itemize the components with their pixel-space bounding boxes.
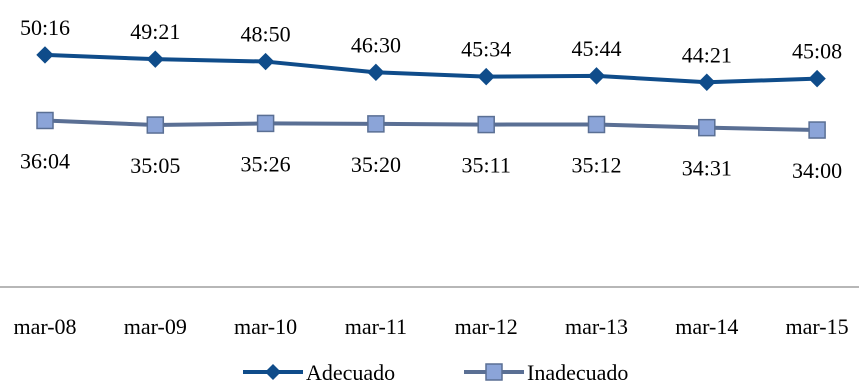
data-label: 45:44	[571, 36, 621, 61]
x-tick-label: mar-09	[124, 314, 187, 339]
series-inadecuado: 36:04 35:05 35:26 35:20 35:11 35:12 34:31 34:00	[20, 111, 842, 183]
series-line-inadecuado	[44, 118, 818, 133]
data-label: 35:20	[351, 152, 401, 177]
data-point-adecuado	[808, 69, 826, 88]
data-label: 35:11	[462, 153, 511, 178]
data-point-adecuado	[698, 73, 716, 91]
data-label: 35:26	[241, 151, 291, 176]
data-label: 45:08	[792, 39, 842, 64]
data-label: 50:16	[20, 15, 70, 40]
data-label: 46:30	[351, 32, 401, 57]
data-point-inadecuado	[256, 114, 275, 133]
series-line-adecuado	[44, 52, 818, 85]
data-label: 48:50	[241, 22, 291, 47]
data-point-inadecuado	[146, 116, 165, 134]
data-point-inadecuado	[36, 111, 54, 130]
data-label: 45:34	[461, 37, 511, 62]
data-label: 35:05	[130, 153, 180, 178]
data-point-inadecuado	[477, 115, 495, 134]
data-label: 34:31	[682, 156, 732, 181]
plot-area: 50:16 49:21 48:50 46:30 45:34 45:44 44:21 45:08…	[20, 15, 842, 183]
data-label: 49:21	[130, 19, 180, 44]
data-label: 44:21	[682, 42, 732, 67]
data-point-inadecuado	[808, 121, 826, 139]
x-tick-label: mar-12	[455, 314, 518, 339]
legend-item-inadecuado: Inadecuado	[464, 360, 628, 385]
data-point-adecuado	[36, 46, 54, 64]
legend-marker-square-icon	[485, 363, 503, 381]
data-point-inadecuado	[698, 118, 716, 137]
data-point-adecuado	[256, 52, 275, 71]
data-label: 35:12	[571, 152, 621, 177]
x-tick-label: mar-15	[786, 314, 849, 339]
data-point-adecuado	[146, 50, 165, 68]
x-tick-label: mar-13	[565, 314, 628, 339]
data-point-adecuado	[367, 63, 385, 82]
legend: Adecuado Inadecuado	[243, 360, 628, 385]
legend-label: Inadecuado	[527, 360, 628, 385]
x-axis-tick-labels: mar-08 mar-09 mar-10 mar-11 mar-12 mar-13 mar-…	[13, 314, 848, 339]
x-tick-label: mar-11	[345, 314, 407, 339]
legend-marker-diamond-icon	[265, 364, 281, 380]
legend-label: Adecuado	[306, 360, 395, 385]
legend-item-adecuado: Adecuado	[243, 360, 395, 385]
data-point-adecuado	[587, 67, 606, 85]
x-tick-label: mar-14	[675, 314, 738, 339]
data-point-inadecuado	[367, 115, 385, 133]
data-label: 36:04	[20, 148, 70, 173]
data-point-inadecuado	[587, 115, 606, 134]
data-point-adecuado	[477, 67, 495, 86]
data-label: 34:00	[792, 158, 842, 183]
x-tick-label: mar-10	[234, 314, 297, 339]
series-adecuado: 50:16 49:21 48:50 46:30 45:34 45:44 44:21 45:08	[20, 15, 842, 91]
x-tick-label: mar-08	[13, 314, 76, 339]
